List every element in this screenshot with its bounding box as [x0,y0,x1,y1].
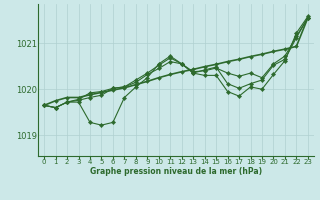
X-axis label: Graphe pression niveau de la mer (hPa): Graphe pression niveau de la mer (hPa) [90,167,262,176]
